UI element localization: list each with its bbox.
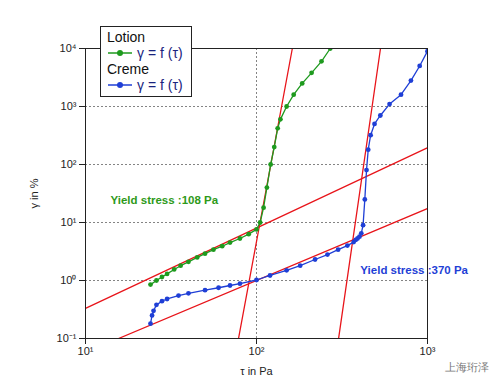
svg-text:10³: 10³ <box>420 345 436 357</box>
svg-text:10¹: 10¹ <box>78 345 94 357</box>
svg-text:10⁴: 10⁴ <box>60 42 77 54</box>
svg-text:10²: 10² <box>61 158 77 170</box>
svg-text:Yield stress :370 Pa: Yield stress :370 Pa <box>360 264 468 276</box>
svg-text:10³: 10³ <box>61 100 77 112</box>
html-text:Creme: Creme <box>107 61 149 77</box>
svg-text:γ in %: γ in % <box>28 178 40 208</box>
svg-text:10⁰: 10⁰ <box>60 274 76 286</box>
html-text:γ = f (τ): γ = f (τ) <box>137 77 183 93</box>
svg-text:10²: 10² <box>249 345 265 357</box>
html-text:上海珩泽: 上海珩泽 <box>445 361 489 373</box>
svg-text:Yield stress :108 Pa: Yield stress :108 Pa <box>110 194 218 206</box>
html-text:Lotion: Lotion <box>107 29 146 45</box>
svg-text:10¹: 10¹ <box>61 216 77 228</box>
html-text:γ = f (τ): γ = f (τ) <box>137 45 183 61</box>
svg-text:τ in Pa: τ in Pa <box>240 365 273 377</box>
svg-text:10⁻¹: 10⁻¹ <box>57 332 77 344</box>
